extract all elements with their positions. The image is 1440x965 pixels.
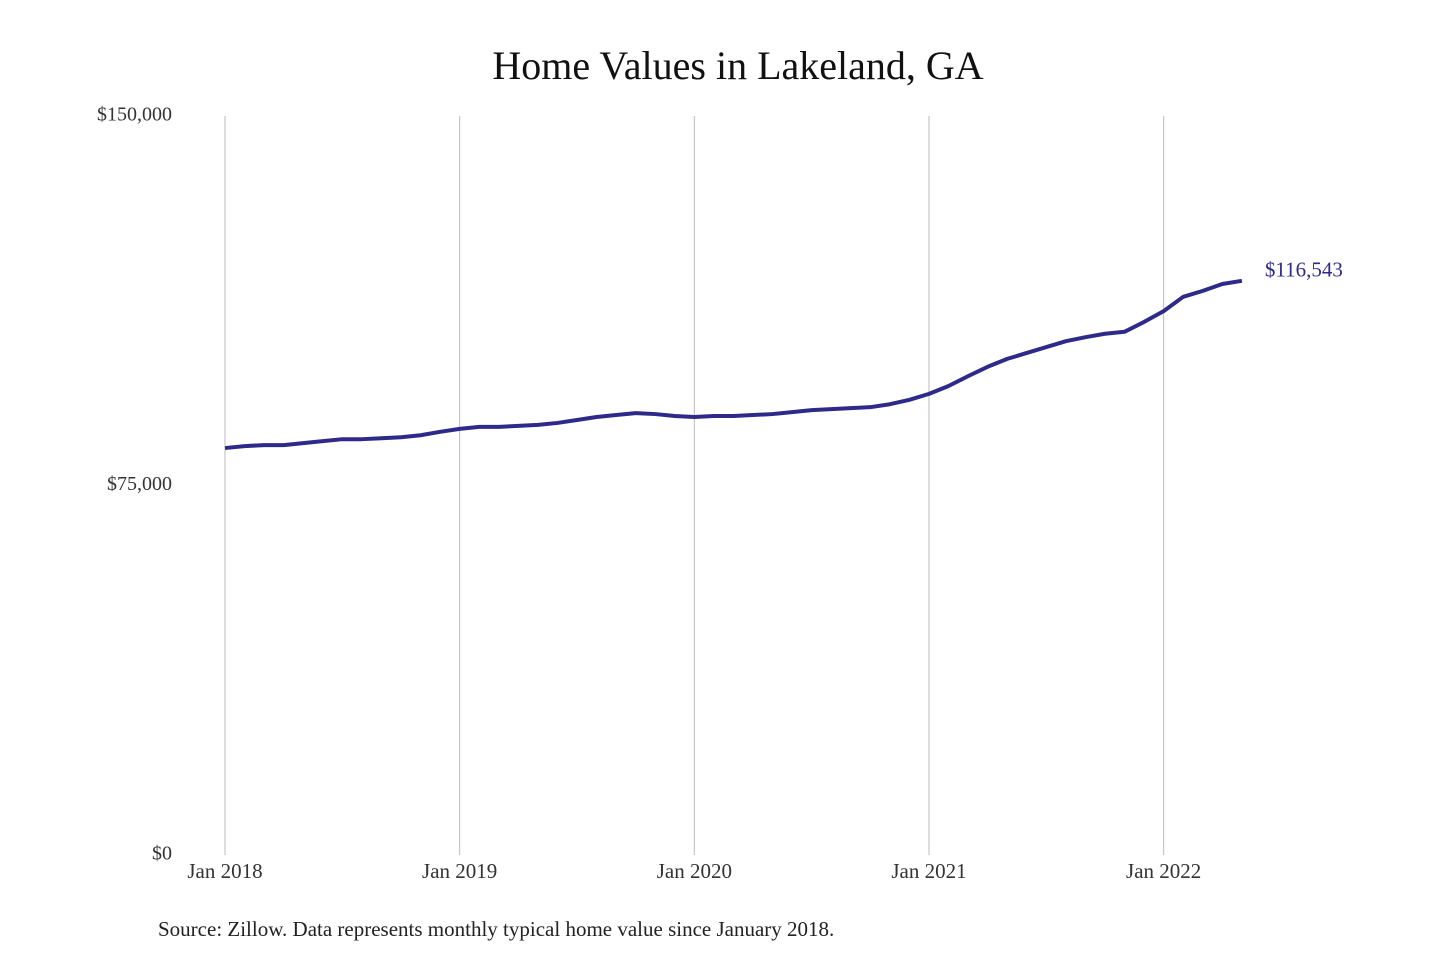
x-tick-label: Jan 2021: [891, 859, 966, 883]
source-note: Source: Zillow. Data represents monthly …: [158, 917, 834, 941]
y-tick-label: $150,000: [97, 104, 172, 126]
x-tick-label: Jan 2019: [422, 859, 497, 883]
y-tick-label: $0: [152, 843, 172, 865]
value-label: $116,543: [1265, 258, 1343, 282]
x-tick-label: Jan 2018: [187, 859, 262, 883]
x-tick-label: Jan 2020: [657, 859, 732, 883]
chart-title: Home Values in Lakeland, GA: [492, 43, 983, 88]
line: [224, 278, 1243, 451]
x-tick-label: Jan 2022: [1126, 859, 1201, 883]
y-tick-label: $75,000: [107, 473, 172, 495]
